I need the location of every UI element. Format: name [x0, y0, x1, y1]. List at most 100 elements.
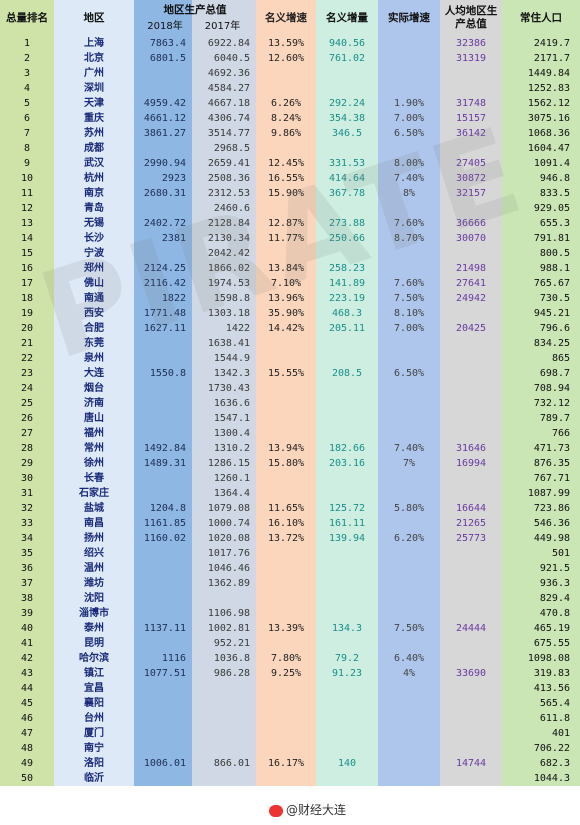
- cell-city: 镇江: [54, 666, 134, 681]
- cell-gdp-2017: [192, 741, 256, 756]
- cell-nominal-rate: [256, 381, 316, 396]
- cell-city: 福州: [54, 426, 134, 441]
- cell-gdp-2017: 1598.8: [192, 291, 256, 306]
- cell-city: 青岛: [54, 201, 134, 216]
- cell-per-capita: [440, 546, 502, 561]
- header-nominal-increase: 名义增量: [316, 0, 378, 36]
- header-row: 总量排名 地区 地区生产总值 2018年 2017年 名义增速 名义增量 实际增速…: [0, 0, 580, 36]
- cell-rank: 8: [0, 141, 54, 156]
- table-row: 35 绍兴 1017.76 501: [0, 546, 580, 561]
- cell-real-rate: [378, 471, 440, 486]
- cell-gdp-2017: 952.21: [192, 636, 256, 651]
- cell-per-capita: [440, 381, 502, 396]
- table-row: 37 潍坊 1362.89 936.3: [0, 576, 580, 591]
- cell-population: 1252.83: [502, 81, 580, 96]
- cell-nominal-rate: [256, 771, 316, 786]
- table-row: 32 盐城 1204.8 1079.08 11.65% 125.72 5.80% 16644 7…: [0, 501, 580, 516]
- cell-gdp-2017: 1260.1: [192, 471, 256, 486]
- cell-population: 921.5: [502, 561, 580, 576]
- table-row: 31 石家庄 1364.4 1087.99: [0, 486, 580, 501]
- cell-gdp-2018: [134, 411, 192, 426]
- table-row: 8 成都 2968.5 1604.47: [0, 141, 580, 156]
- cell-per-capita: [440, 651, 502, 666]
- cell-nominal-rate: 12.60%: [256, 51, 316, 66]
- table-row: 7 苏州 3861.27 3514.77 9.86% 346.5 6.50% 36142 106…: [0, 126, 580, 141]
- cell-real-rate: [378, 576, 440, 591]
- cell-rank: 10: [0, 171, 54, 186]
- cell-per-capita: 24942: [440, 291, 502, 306]
- cell-city: 宁波: [54, 246, 134, 261]
- cell-real-rate: 1.90%: [378, 96, 440, 111]
- cell-nominal-rate: [256, 201, 316, 216]
- cell-nominal-increase: 79.2: [316, 651, 378, 666]
- cell-nominal-rate: [256, 336, 316, 351]
- cell-nominal-rate: 16.55%: [256, 171, 316, 186]
- cell-nominal-rate: [256, 636, 316, 651]
- cell-rank: 35: [0, 546, 54, 561]
- cell-city: 南昌: [54, 516, 134, 531]
- cell-per-capita: [440, 681, 502, 696]
- cell-city: 厦门: [54, 726, 134, 741]
- cell-gdp-2018: [134, 711, 192, 726]
- cell-population: 936.3: [502, 576, 580, 591]
- cell-gdp-2018: 1077.51: [134, 666, 192, 681]
- cell-per-capita: [440, 336, 502, 351]
- cell-gdp-2018: 2381: [134, 231, 192, 246]
- cell-per-capita: 32157: [440, 186, 502, 201]
- cell-nominal-rate: 15.55%: [256, 366, 316, 381]
- cell-real-rate: [378, 396, 440, 411]
- cell-nominal-increase: 223.19: [316, 291, 378, 306]
- cell-gdp-2017: 866.01: [192, 756, 256, 771]
- cell-population: 723.86: [502, 501, 580, 516]
- table-row: 38 沈阳 829.4: [0, 591, 580, 606]
- cell-population: 708.94: [502, 381, 580, 396]
- table-row: 43 镇江 1077.51 986.28 9.25% 91.23 4% 33690 319.83: [0, 666, 580, 681]
- cell-nominal-increase: 140: [316, 756, 378, 771]
- cell-city: 潍坊: [54, 576, 134, 591]
- cell-nominal-increase: 940.56: [316, 36, 378, 51]
- cell-population: 800.5: [502, 246, 580, 261]
- cell-nominal-increase: 414.64: [316, 171, 378, 186]
- cell-rank: 16: [0, 261, 54, 276]
- cell-nominal-rate: [256, 681, 316, 696]
- table-row: 13 无锡 2402.72 2128.84 12.87% 273.88 7.60% 36666…: [0, 216, 580, 231]
- cell-gdp-2018: 1116: [134, 651, 192, 666]
- cell-rank: 20: [0, 321, 54, 336]
- cell-population: 682.3: [502, 756, 580, 771]
- cell-population: 706.22: [502, 741, 580, 756]
- cell-nominal-rate: 11.65%: [256, 501, 316, 516]
- cell-gdp-2018: 2923: [134, 171, 192, 186]
- cell-gdp-2018: 1492.84: [134, 441, 192, 456]
- cell-gdp-2018: [134, 696, 192, 711]
- cell-rank: 17: [0, 276, 54, 291]
- table-row: 16 郑州 2124.25 1866.02 13.84% 258.23 21498 988.1: [0, 261, 580, 276]
- cell-rank: 36: [0, 561, 54, 576]
- cell-rank: 14: [0, 231, 54, 246]
- cell-gdp-2017: 6922.84: [192, 36, 256, 51]
- cell-gdp-2017: 1422: [192, 321, 256, 336]
- cell-population: 565.4: [502, 696, 580, 711]
- cell-city: 济南: [54, 396, 134, 411]
- cell-rank: 50: [0, 771, 54, 786]
- header-gdp: 地区生产总值 2018年 2017年: [134, 0, 256, 36]
- cell-gdp-2017: 1106.98: [192, 606, 256, 621]
- cell-per-capita: 24444: [440, 621, 502, 636]
- cell-rank: 41: [0, 636, 54, 651]
- cell-rank: 43: [0, 666, 54, 681]
- header-population: 常住人口: [502, 0, 580, 36]
- cell-population: 470.8: [502, 606, 580, 621]
- cell-nominal-increase: [316, 696, 378, 711]
- cell-nominal-increase: 203.16: [316, 456, 378, 471]
- cell-gdp-2018: 1160.02: [134, 531, 192, 546]
- cell-nominal-increase: 292.24: [316, 96, 378, 111]
- cell-per-capita: 30872: [440, 171, 502, 186]
- cell-population: 465.19: [502, 621, 580, 636]
- cell-real-rate: 7.60%: [378, 276, 440, 291]
- cell-real-rate: [378, 51, 440, 66]
- cell-real-rate: 8.10%: [378, 306, 440, 321]
- cell-real-rate: 7.60%: [378, 216, 440, 231]
- cell-nominal-increase: [316, 246, 378, 261]
- cell-rank: 24: [0, 381, 54, 396]
- cell-population: 611.8: [502, 711, 580, 726]
- cell-population: 449.98: [502, 531, 580, 546]
